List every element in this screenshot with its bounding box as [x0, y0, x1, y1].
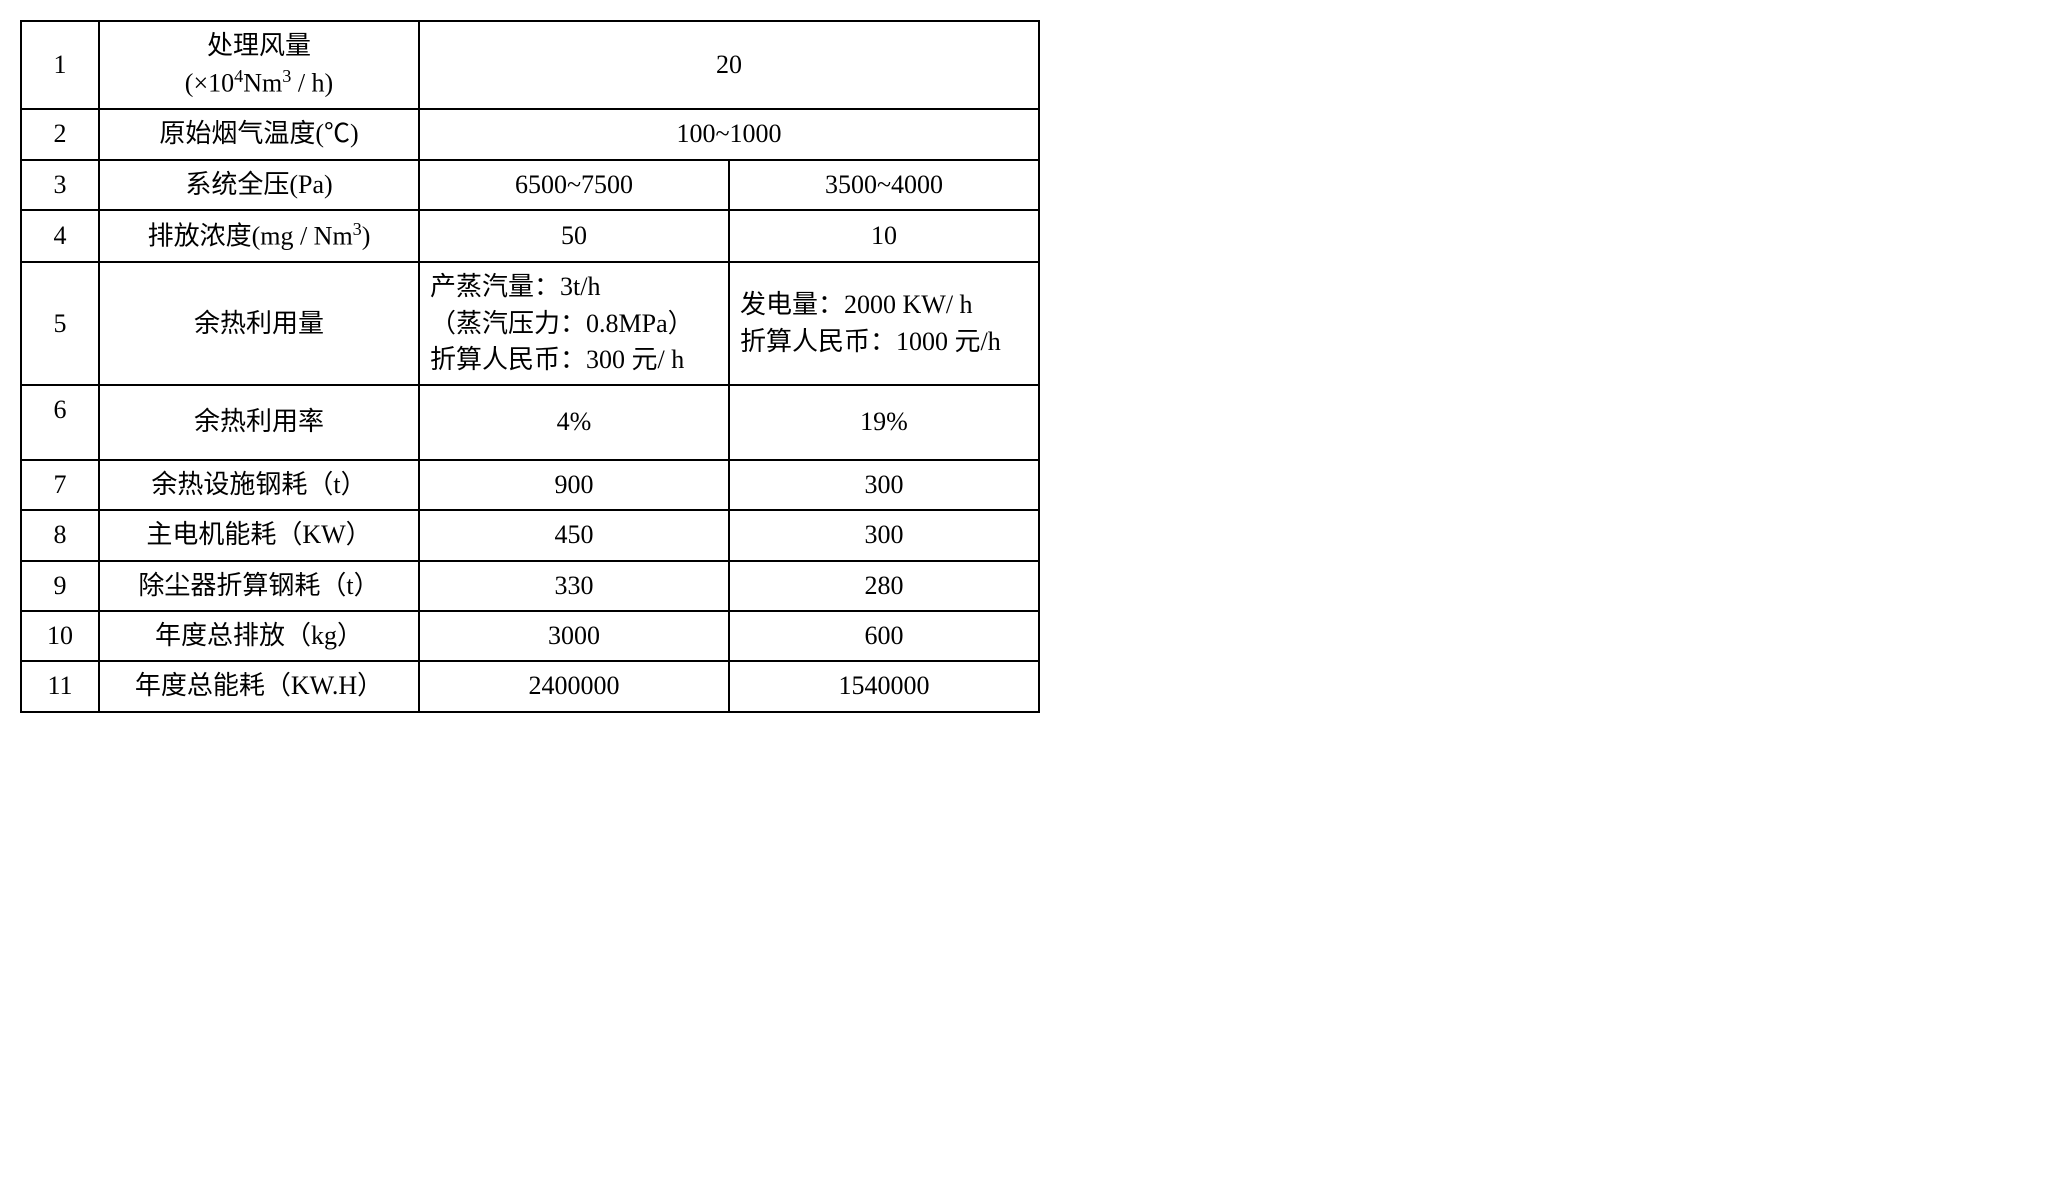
table-row: 7余热设施钢耗（t）900300 [21, 460, 1039, 510]
row-number: 10 [21, 611, 99, 661]
value-a: 450 [419, 510, 729, 560]
parameter-name: 主电机能耗（KW） [99, 510, 419, 560]
row-number: 2 [21, 109, 99, 159]
value-b: 发电量：2000 KW/ h折算人民币：1000 元/h [729, 262, 1039, 385]
parameters-table: 1处理风量(×104Nm3 / h)202原始烟气温度(℃)100~10003系… [20, 20, 1040, 713]
value-a: 50 [419, 210, 729, 262]
table-row: 9除尘器折算钢耗（t）330280 [21, 561, 1039, 611]
value-merged: 100~1000 [419, 109, 1039, 159]
value-b: 280 [729, 561, 1039, 611]
parameter-name: 余热利用量 [99, 262, 419, 385]
value-a: 2400000 [419, 661, 729, 711]
table-row: 10年度总排放（kg）3000600 [21, 611, 1039, 661]
row-number: 6 [21, 385, 99, 459]
table-row: 5余热利用量产蒸汽量：3t/h（蒸汽压力：0.8MPa）折算人民币：300 元/… [21, 262, 1039, 385]
row-number: 3 [21, 160, 99, 210]
parameter-name: 原始烟气温度(℃) [99, 109, 419, 159]
row-number: 5 [21, 262, 99, 385]
table-row: 8主电机能耗（KW）450300 [21, 510, 1039, 560]
value-b: 19% [729, 385, 1039, 459]
value-b: 300 [729, 460, 1039, 510]
value-b: 10 [729, 210, 1039, 262]
table-row: 1处理风量(×104Nm3 / h)20 [21, 21, 1039, 109]
value-b: 1540000 [729, 661, 1039, 711]
parameter-name: 处理风量(×104Nm3 / h) [99, 21, 419, 109]
table-row: 11年度总能耗（KW.H）24000001540000 [21, 661, 1039, 711]
table-row: 6余热利用率4%19% [21, 385, 1039, 459]
row-number: 4 [21, 210, 99, 262]
parameter-name: 系统全压(Pa) [99, 160, 419, 210]
parameter-name: 除尘器折算钢耗（t） [99, 561, 419, 611]
value-a: 6500~7500 [419, 160, 729, 210]
parameter-name: 年度总能耗（KW.H） [99, 661, 419, 711]
value-b: 300 [729, 510, 1039, 560]
value-b: 3500~4000 [729, 160, 1039, 210]
parameter-name: 余热设施钢耗（t） [99, 460, 419, 510]
row-number: 1 [21, 21, 99, 109]
row-number: 9 [21, 561, 99, 611]
row-number: 8 [21, 510, 99, 560]
row-number: 11 [21, 661, 99, 711]
parameter-name: 年度总排放（kg） [99, 611, 419, 661]
parameter-name: 余热利用率 [99, 385, 419, 459]
table-row: 3系统全压(Pa)6500~75003500~4000 [21, 160, 1039, 210]
value-a: 330 [419, 561, 729, 611]
value-a: 4% [419, 385, 729, 459]
table-row: 4排放浓度(mg / Nm3)5010 [21, 210, 1039, 262]
value-merged: 20 [419, 21, 1039, 109]
value-a: 3000 [419, 611, 729, 661]
table-row: 2原始烟气温度(℃)100~1000 [21, 109, 1039, 159]
table-body: 1处理风量(×104Nm3 / h)202原始烟气温度(℃)100~10003系… [21, 21, 1039, 712]
row-number: 7 [21, 460, 99, 510]
parameter-name: 排放浓度(mg / Nm3) [99, 210, 419, 262]
value-b: 600 [729, 611, 1039, 661]
value-a: 产蒸汽量：3t/h（蒸汽压力：0.8MPa）折算人民币：300 元/ h [419, 262, 729, 385]
value-a: 900 [419, 460, 729, 510]
